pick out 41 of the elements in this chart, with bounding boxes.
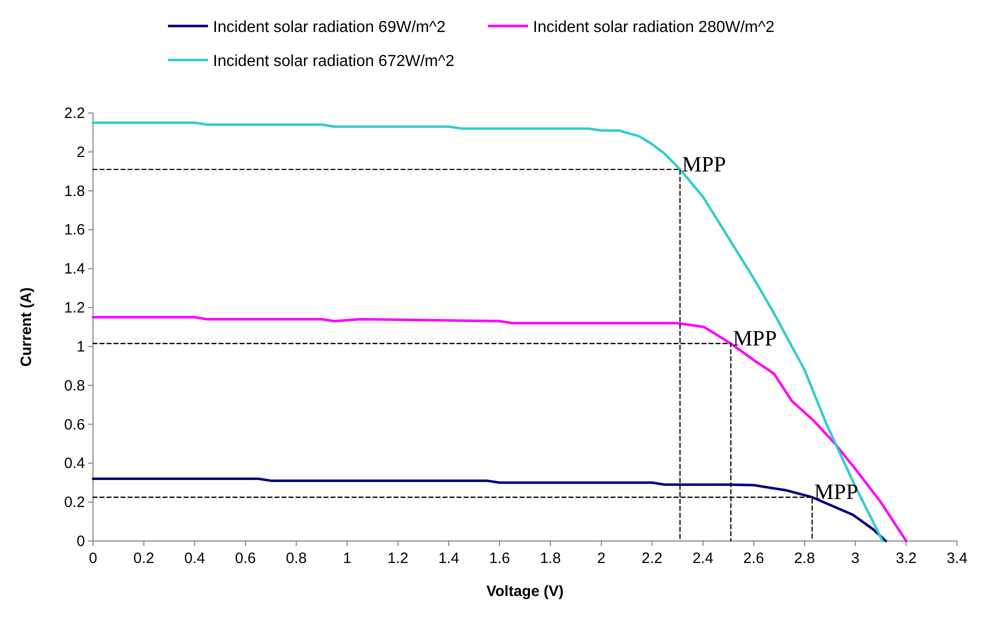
y-tick-label: 2.2 xyxy=(64,105,85,122)
annotation: MPP xyxy=(682,151,726,176)
y-tick-label: 1.2 xyxy=(64,300,85,317)
y-axis-title: Current (A) xyxy=(18,287,35,367)
annotation: MPP xyxy=(814,479,858,504)
x-tick-label: 0.4 xyxy=(184,550,206,567)
legend-label: Incident solar radiation 280W/m^2 xyxy=(533,19,775,36)
y-tick-label: 0.8 xyxy=(64,377,85,394)
x-tick-label: 1.4 xyxy=(438,550,460,567)
x-axis-title: Voltage (V) xyxy=(486,583,564,600)
x-tick-label: 0.2 xyxy=(133,550,154,567)
x-tick-label: 2.6 xyxy=(743,550,764,567)
y-tick-label: 2 xyxy=(76,144,85,161)
x-tick-label: 1.8 xyxy=(540,550,561,567)
x-tick-label: 1.2 xyxy=(388,550,408,567)
x-tick-label: 2.8 xyxy=(794,550,815,567)
line-series xyxy=(92,477,888,542)
legend-label: Incident solar radiation 672W/m^2 xyxy=(213,53,455,70)
y-tick-label: 0.6 xyxy=(64,416,85,434)
x-tick-label: 2.2 xyxy=(642,550,662,567)
y-tick-label: 1.8 xyxy=(64,182,85,200)
x-tick-label: 3 xyxy=(851,550,860,567)
legend-label: Incident solar radiation 69W/m^2 xyxy=(213,19,446,36)
annotation: MPP xyxy=(732,326,777,351)
x-tick-label: 2 xyxy=(597,550,606,567)
y-tick-label: 0 xyxy=(76,533,85,550)
y-tick-label: 0.4 xyxy=(64,455,85,472)
y-tick-label: 1.6 xyxy=(64,222,85,239)
line-series xyxy=(92,316,908,542)
x-tick-label: 0.8 xyxy=(286,550,307,567)
y-tick-label: 1 xyxy=(76,338,85,356)
x-tick-label: 3.4 xyxy=(946,550,968,567)
x-tick-label: 2.4 xyxy=(692,550,714,567)
x-tick-label: 0 xyxy=(88,550,98,567)
x-tick-label: 1.6 xyxy=(489,550,510,567)
line-series xyxy=(92,121,884,542)
y-tick-label: 0.2 xyxy=(64,494,85,512)
x-tick-label: 3.2 xyxy=(896,550,917,567)
x-tick-label: 1 xyxy=(342,550,352,567)
y-tick-label: 1.4 xyxy=(64,260,85,278)
x-tick-label: 0.6 xyxy=(235,550,256,567)
